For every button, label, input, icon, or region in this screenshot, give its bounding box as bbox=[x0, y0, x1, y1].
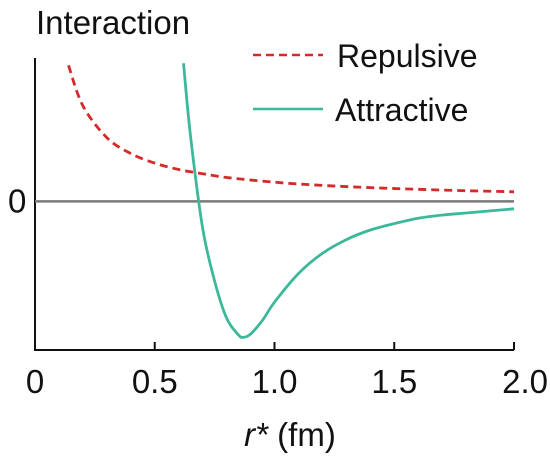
x-tick-label: 1.0 bbox=[252, 363, 298, 400]
x-axis-label-symbol: r* bbox=[244, 416, 269, 453]
y-tick-label: 0 bbox=[8, 182, 26, 219]
x-axis-label: r* (fm) bbox=[244, 416, 336, 453]
x-tick-label: 1.5 bbox=[371, 363, 417, 400]
plot-area: 0 0 0.5 1.0 1.5 2.0 bbox=[8, 58, 548, 400]
x-tick-label: 2.0 bbox=[502, 363, 548, 400]
legend-label-attractive: Attractive bbox=[335, 92, 468, 128]
series-line-attractive bbox=[182, 63, 515, 339]
series-line-repulsive bbox=[67, 64, 515, 194]
legend: Repulsive Attractive bbox=[253, 38, 478, 128]
x-tick-label: 0.5 bbox=[132, 363, 178, 400]
x-axis-label-unit: (fm) bbox=[268, 416, 336, 453]
y-axis-label: Interaction bbox=[36, 4, 190, 41]
x-tick-label: 0 bbox=[26, 363, 44, 400]
legend-label-repulsive: Repulsive bbox=[337, 38, 478, 74]
